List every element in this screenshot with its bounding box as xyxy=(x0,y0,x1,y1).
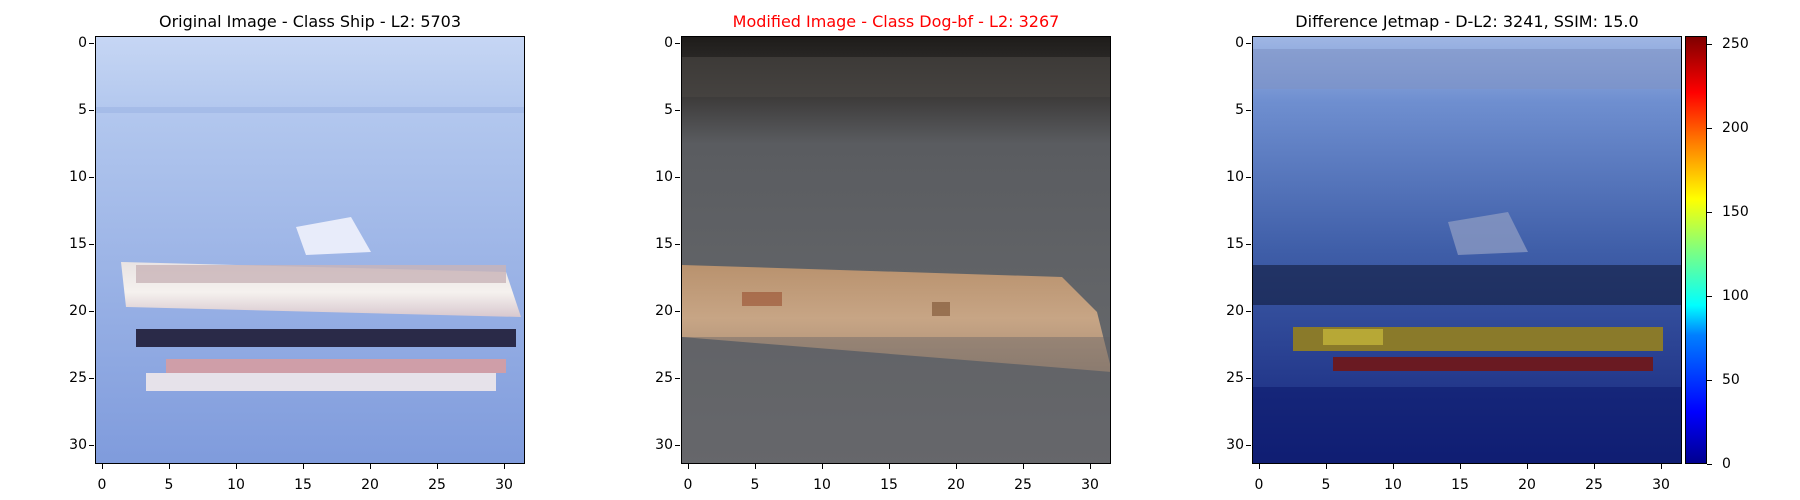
y-tick-label: 5 xyxy=(664,102,673,118)
colorbar xyxy=(1685,36,1707,464)
x-tick-label: 0 xyxy=(1254,477,1264,493)
x-tick-label: 15 xyxy=(294,477,312,493)
y-tick-label: 10 xyxy=(69,169,87,185)
x-tick-label: 5 xyxy=(750,477,760,493)
difference-jetmap-image xyxy=(1252,36,1682,464)
modified-image xyxy=(681,36,1111,464)
panel-title-modified: Modified Image - Class Dog-bf - L2: 3267 xyxy=(732,12,1060,31)
colorbar-tick-label: 200 xyxy=(1722,120,1749,136)
colorbar-tick-label: 50 xyxy=(1722,372,1740,388)
x-tick-label: 25 xyxy=(1585,477,1603,493)
x-tick-label: 15 xyxy=(880,477,898,493)
y-tick-label: 15 xyxy=(655,236,673,252)
panel-modified: Modified Image - Class Dog-bf - L2: 3267 xyxy=(655,0,1111,500)
x-tick-label: 5 xyxy=(1321,477,1331,493)
x-tick-label: 15 xyxy=(1451,477,1469,493)
x-tick-label: 25 xyxy=(428,477,446,493)
colorbar-tick-label: 250 xyxy=(1722,36,1749,52)
panel-difference: Difference Jetmap - D-L2: 3241, SSIM: 15… xyxy=(1226,0,1682,500)
x-tick-label: 20 xyxy=(947,477,965,493)
y-tick-label: 5 xyxy=(1235,102,1244,118)
x-tick-label: 0 xyxy=(97,477,107,493)
y-tick-label: 20 xyxy=(655,303,673,319)
x-tick-label: 0 xyxy=(683,477,693,493)
x-tick-label: 30 xyxy=(1081,477,1099,493)
y-tick-label: 15 xyxy=(69,236,87,252)
y-tick-label: 25 xyxy=(655,370,673,386)
y-tick-label: 0 xyxy=(1235,35,1244,51)
panel-title-difference: Difference Jetmap - D-L2: 3241, SSIM: 15… xyxy=(1295,12,1639,31)
x-tick-label: 30 xyxy=(495,477,513,493)
x-tick-label: 20 xyxy=(1518,477,1536,493)
panel-original: Original Image - Class Ship - L2: 5703 xyxy=(69,0,525,500)
y-tick-label: 10 xyxy=(1226,169,1244,185)
y-tick-label: 30 xyxy=(1226,437,1244,453)
colorbar-tick-label: 0 xyxy=(1722,456,1731,472)
y-tick-label: 5 xyxy=(78,102,87,118)
panel-title-original: Original Image - Class Ship - L2: 5703 xyxy=(158,12,462,31)
x-tick-label: 10 xyxy=(227,477,245,493)
colorbar-tick-label: 100 xyxy=(1722,288,1749,304)
y-tick-label: 30 xyxy=(655,437,673,453)
y-tick-label: 15 xyxy=(1226,236,1244,252)
y-tick-label: 25 xyxy=(69,370,87,386)
original-image xyxy=(95,36,525,464)
y-tick-label: 20 xyxy=(1226,303,1244,319)
x-tick-label: 5 xyxy=(164,477,174,493)
x-tick-label: 10 xyxy=(813,477,831,493)
colorbar-tick-label: 150 xyxy=(1722,204,1749,220)
x-tick-label: 20 xyxy=(361,477,379,493)
y-tick-label: 30 xyxy=(69,437,87,453)
y-tick-label: 0 xyxy=(664,35,673,51)
y-tick-label: 0 xyxy=(78,35,87,51)
x-tick-label: 10 xyxy=(1384,477,1402,493)
y-tick-label: 20 xyxy=(69,303,87,319)
y-tick-label: 10 xyxy=(655,169,673,185)
x-tick-label: 30 xyxy=(1652,477,1670,493)
y-tick-label: 25 xyxy=(1226,370,1244,386)
x-tick-label: 25 xyxy=(1014,477,1032,493)
